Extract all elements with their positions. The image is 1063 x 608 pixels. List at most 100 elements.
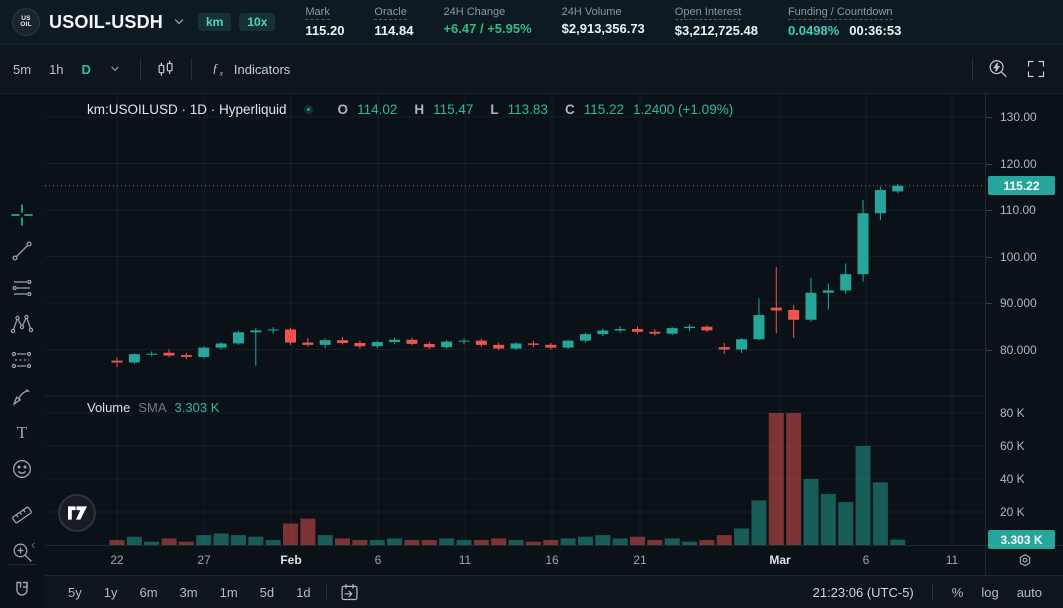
stat-value: 0.0498% [787,23,840,38]
quick-search-button[interactable] [983,54,1013,84]
volume-bar [768,413,784,545]
candlestick-chart[interactable] [45,94,985,575]
market-header: US OIL USOIL-USDH km 10x Mark 115.20 Oracle… [0,0,1063,45]
tool-zoom-in-button[interactable] [4,537,40,567]
axis-tick [986,256,992,258]
indicators-button[interactable]: ƒ x Indicators [202,55,296,83]
time-tick-label: Mar [769,553,791,567]
range-buttons: 5y 1y 6m 3m 1m 5d 1d [61,582,318,603]
chevron-down-icon[interactable] [172,15,186,29]
chart-canvas[interactable]: km:USOILUSD · 1D · Hyperliquid O 114.02 H… [45,94,985,575]
volume-bar [456,540,472,545]
range-button-6m[interactable]: 6m [139,584,158,600]
toolbar-divider [972,58,973,80]
range-button-3m[interactable]: 3m [179,584,198,600]
candle [857,213,869,275]
stat-value-secondary: 00:36:53 [849,23,902,38]
volume-bar [439,538,455,545]
stat-open-interest: Open Interest $3,212,725.48 [674,6,758,38]
market-status-icon[interactable] [303,105,313,114]
volume-bar [126,536,142,545]
time-axis[interactable]: 22 27 Feb 6 11 16 21 Mar 6 11 [45,545,985,575]
symbol-selector[interactable]: US OIL USOIL-USDH [12,8,186,36]
candle [562,340,574,348]
candle [701,326,713,331]
interval-button-1h[interactable]: 1h [49,61,64,77]
candle [788,309,800,320]
emoji-icon [13,460,31,478]
range-button-5y[interactable]: 5y [68,584,82,600]
legend-title: km:USOILUSD · 1D · Hyperliquid [87,102,287,117]
range-button-5d[interactable]: 5d [259,584,275,600]
legend-change: 1.2400 (+1.09%) [633,102,734,117]
scale-percent-button[interactable]: % [951,584,964,600]
axis-tick [986,117,992,118]
candle [371,342,383,347]
bottombar-divider [931,583,933,601]
zoom-in-icon [13,543,32,562]
chart-style-button[interactable] [151,54,181,84]
tool-fib-retracement-button[interactable] [4,273,40,303]
axis-tick [986,349,992,351]
volume-bar [734,528,750,545]
tool-xabcd-pattern-button[interactable] [4,309,40,339]
range-button-1d[interactable]: 1d [296,584,311,600]
volume-bar [716,535,732,545]
tool-forecast-button[interactable] [4,345,40,375]
volume-tick-label: 40 K [1000,472,1025,486]
volume-bar [751,500,767,545]
tool-brush-button[interactable] [4,381,40,411]
session-clock[interactable]: 21:23:06 (UTC-5) [812,584,914,600]
tool-text-button[interactable]: T [4,417,40,447]
candle [475,340,487,345]
tool-ruler-button[interactable] [4,500,40,530]
volume-bar [612,538,628,545]
candle [111,360,123,363]
leverage-badge: 10x [239,13,276,31]
candle [753,315,765,340]
stat-label: 24H Change [443,6,506,18]
scale-log-button[interactable]: log [981,584,999,600]
drawing-toolbar: ‹ T [0,94,45,608]
price-tick-label: 120.00 [1000,156,1037,171]
go-to-date-button[interactable] [335,577,365,607]
volume-bar [387,538,403,545]
interval-dropdown[interactable] [100,54,130,84]
volume-bar [525,541,541,545]
volume-bar [595,535,611,545]
volume-bar [855,446,871,545]
volume-sma-value: 3.303 K [174,400,220,415]
fullscreen-button[interactable] [1021,54,1051,84]
collapse-toolbar-handle[interactable]: ‹ [31,537,36,552]
candle [232,332,244,344]
candle [493,344,505,349]
candle [736,339,748,350]
candle [319,340,331,345]
range-button-1y[interactable]: 1y [103,584,118,600]
candle [632,329,643,332]
interval-button-d[interactable]: D [81,61,91,77]
tool-crosshair-button[interactable] [4,200,40,230]
axis-settings-corner[interactable] [985,545,1063,575]
candle [892,185,904,192]
interval-button-5m[interactable]: 5m [13,61,32,77]
candles-icon [158,60,173,76]
price-axis[interactable]: 130.00 120.00 110.00 100.00 90.000 80.000 80 K… [985,94,1063,550]
time-tick-label: 22 [110,553,124,567]
tool-emoji-button[interactable] [4,454,40,484]
scale-auto-button[interactable]: auto [1016,584,1042,600]
market-stats: Mark 115.20 Oracle 114.84 24H Change +6.47 / … [305,6,901,38]
tool-trend-line-button[interactable] [4,236,40,266]
stat-mark: Mark 115.20 [305,6,344,38]
stat-label: Funding / Countdown [787,6,893,20]
time-tick-label: 11 [458,553,472,567]
candle [805,292,817,320]
axis-tick [986,303,992,304]
tool-magnet-button[interactable] [4,576,40,606]
stat-value: $3,212,725.48 [674,23,758,38]
candle [718,347,730,350]
candle [822,290,834,293]
tradingview-logo[interactable] [58,494,96,532]
range-button-1m[interactable]: 1m [219,584,238,600]
